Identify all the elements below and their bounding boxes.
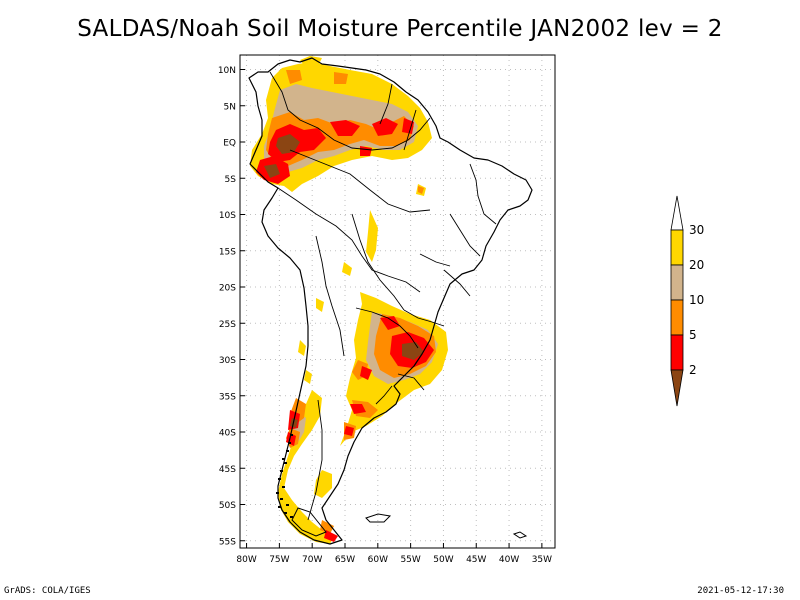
fjord-fragment <box>288 442 291 444</box>
footer-timestamp: 2021-05-12-17:30 <box>697 586 784 596</box>
lat-tick-label: EQ <box>223 139 236 149</box>
colorbar-label-5: 5 <box>689 328 697 342</box>
colorbar-cap-bottom <box>670 369 684 407</box>
falkland-islands <box>365 513 392 523</box>
fjord-fragment <box>282 486 285 488</box>
fjord-fragment <box>290 516 293 518</box>
fjord-fragment <box>286 504 289 506</box>
map-title: SALDAS/Noah Soil Moisture Percentile JAN… <box>77 16 723 42</box>
lon-tick-label: 35W <box>532 555 552 565</box>
colorbar-label-30: 30 <box>689 223 704 237</box>
colorbar-bin-20-30 <box>670 229 684 266</box>
colorbar-bin-5-10 <box>670 299 684 336</box>
lat-tick-label: 15S <box>219 247 236 257</box>
lat-tick-label: 10N <box>218 66 236 76</box>
lon-tick-label: 60W <box>368 555 388 565</box>
fjord-fragment <box>278 506 281 508</box>
fjord-fragment <box>282 458 285 460</box>
chile-fjords <box>276 434 293 518</box>
lat-tick-label: 20S <box>219 284 236 294</box>
fjord-fragment <box>290 434 293 436</box>
lat-tick-label: 45S <box>219 465 236 475</box>
lon-tick-label: 70W <box>302 555 322 565</box>
south-america-coastline <box>248 57 533 545</box>
fjord-fragment <box>280 470 283 472</box>
country-borders <box>269 71 497 521</box>
lon-tick-label: 75W <box>269 555 289 565</box>
lat-tick-label: 5N <box>224 102 236 112</box>
colorbar-label-2: 2 <box>689 363 697 377</box>
south-georgia-island <box>512 531 528 539</box>
tierra-del-fuego <box>291 507 327 537</box>
lat-tick-label: 25S <box>219 320 236 330</box>
footer-credit: GrADS: COLA/IGES <box>4 586 91 596</box>
fjord-fragment <box>284 462 287 464</box>
lon-tick-label: 50W <box>433 555 453 565</box>
latitude-labels: 10N 5N EQ 5S 10S 15S 20S 25S 30S 35S 40S 45S 50S 55S <box>218 66 245 547</box>
lon-tick-label: 55W <box>400 555 420 565</box>
lat-tick-label: 10S <box>219 211 236 221</box>
lon-tick-label: 65W <box>335 555 355 565</box>
lat-tick-label: 40S <box>219 429 236 439</box>
lat-tick-label: 5S <box>225 175 237 185</box>
colorbar-bin-2-5 <box>670 334 684 371</box>
percentile-shading <box>250 56 448 544</box>
longitude-labels: 80W 75W 70W 65W 60W 55W 50W 45W 40W 35W <box>236 543 552 565</box>
lat-tick-label: 55S <box>219 537 236 547</box>
colorbar-label-10: 10 <box>689 293 704 307</box>
fjord-fragment <box>278 478 281 480</box>
colorbar-label-20: 20 <box>689 258 704 272</box>
fjord-fragment <box>286 450 289 452</box>
lon-tick-label: 40W <box>499 555 519 565</box>
map-frame <box>239 54 556 549</box>
colorbar-bin-10-20 <box>670 264 684 301</box>
colorbar: 30 20 10 5 2 <box>670 195 704 407</box>
colorbar-cap-top <box>670 195 684 231</box>
lat-tick-label: 50S <box>219 501 236 511</box>
lon-tick-label: 80W <box>236 555 256 565</box>
fjord-fragment <box>284 512 287 514</box>
shade-below-2 <box>264 134 424 428</box>
lon-tick-label: 45W <box>466 555 486 565</box>
lat-tick-label: 35S <box>219 392 236 402</box>
fjord-fragment <box>280 498 283 500</box>
lat-tick-label: 30S <box>219 356 236 366</box>
fjord-fragment <box>276 492 279 494</box>
